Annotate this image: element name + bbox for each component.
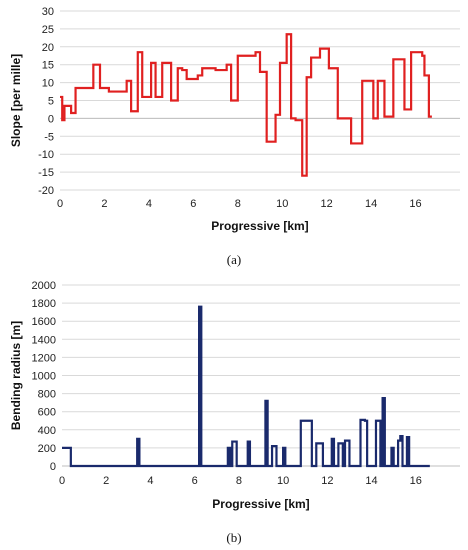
x-tick-label: 4: [146, 198, 152, 210]
x-tick-label: 14: [365, 475, 377, 487]
x-tick-label: 8: [236, 475, 242, 487]
y-tick-label: -10: [38, 149, 54, 161]
y-tick-label: -20: [38, 185, 54, 197]
chart-b-bending-radius: 0 200 400 600 800 1000 1200 1400 1600 1800 2000 0 2 4…: [9, 280, 460, 511]
x-tick-label: 6: [192, 475, 198, 487]
y-tick-label: 15: [42, 60, 54, 72]
series-line: [62, 305, 430, 468]
x-tick-label: 0: [57, 198, 63, 210]
series-line: [60, 33, 432, 177]
y-tick-label: 0: [48, 113, 54, 125]
y-tick-label: 200: [38, 443, 56, 455]
x-tick-label: 6: [190, 198, 196, 210]
x-axis-title: Progressive [km]: [211, 219, 308, 233]
y-tick-label: 400: [38, 425, 56, 437]
y-tick-label: -15: [38, 167, 54, 179]
y-tick-label: 2000: [32, 280, 56, 292]
y-tick-label: 0: [50, 461, 56, 473]
y-tick-label: 1400: [32, 334, 56, 346]
x-tick-label: 4: [147, 475, 153, 487]
x-tick-label: 10: [276, 198, 288, 210]
x-tick-label: 2: [103, 475, 109, 487]
x-tick-label: 14: [365, 198, 377, 210]
y-tick-label: 1600: [32, 316, 56, 328]
x-tick-label: 16: [410, 475, 422, 487]
caption-a: (a): [226, 252, 242, 267]
y-tick-label: 800: [38, 389, 56, 401]
y-tick-label: 1800: [32, 298, 56, 310]
y-tick-label: -5: [44, 131, 54, 143]
chart-a-slope: -20 -15 -10 -5 0 5 10 15 20 25 30 0 2 4 6 8 10 12 14 16 Prog…: [9, 6, 460, 233]
y-tick-label: 10: [42, 78, 54, 90]
x-tick-label: 8: [235, 198, 241, 210]
x-tick-label: 2: [101, 198, 107, 210]
x-tick-label: 12: [321, 475, 333, 487]
x-tick-label: 0: [59, 475, 65, 487]
y-tick-label: 25: [42, 24, 54, 36]
y-axis-title: Bending radius [m]: [9, 321, 23, 430]
y-tick-label: 1200: [32, 352, 56, 364]
x-tick-label: 16: [409, 198, 421, 210]
y-axis-title: Slope [per mille]: [9, 54, 23, 147]
caption-b: (b): [226, 530, 242, 545]
y-tick-label: 600: [38, 407, 56, 419]
x-axis-title: Progressive [km]: [212, 497, 309, 511]
x-tick-label: 10: [277, 475, 289, 487]
x-tick-label: 12: [321, 198, 333, 210]
y-tick-label: 20: [42, 42, 54, 54]
y-tick-label: 30: [42, 6, 54, 18]
y-tick-label: 5: [48, 96, 54, 108]
y-tick-label: 1000: [32, 371, 56, 383]
